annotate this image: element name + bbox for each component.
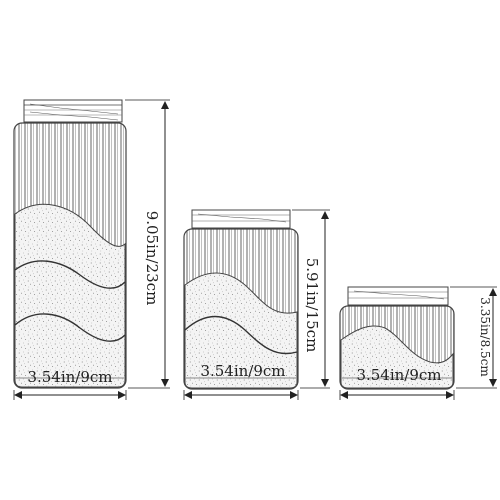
large-width-dimension: 3.54in/9cm bbox=[13, 368, 127, 400]
small-height-label: 3.35in/8.5cm bbox=[478, 297, 492, 377]
large-height-label: 9.05in/23cm bbox=[143, 211, 161, 306]
medium-height-label: 5.91in/15cm bbox=[303, 258, 321, 353]
large-canister-lid bbox=[23, 99, 123, 123]
medium-width-dimension: 3.54in/9cm bbox=[183, 362, 299, 400]
small-width-label: 3.54in/9cm bbox=[356, 366, 441, 384]
large-canister bbox=[13, 99, 127, 389]
medium-height-dimension: 5.91in/15cm bbox=[292, 209, 330, 389]
small-height-dimension: 3.35in/8.5cm bbox=[450, 286, 497, 389]
small-canister-lid bbox=[347, 286, 449, 306]
large-height-dimension: 9.05in/23cm bbox=[125, 99, 170, 389]
medium-canister bbox=[183, 209, 299, 390]
small-canister bbox=[339, 286, 455, 390]
medium-canister-lid bbox=[191, 209, 291, 229]
small-width-dimension: 3.54in/9cm bbox=[339, 366, 455, 400]
large-width-label: 3.54in/9cm bbox=[27, 368, 112, 386]
medium-width-label: 3.54in/9cm bbox=[200, 362, 285, 380]
